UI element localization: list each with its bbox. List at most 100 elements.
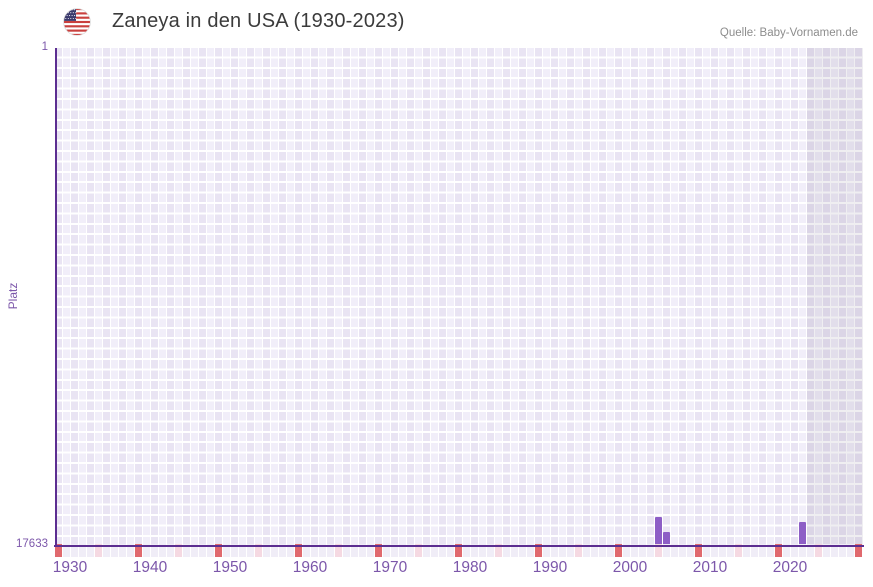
x-tick-label: 1940 — [132, 559, 168, 576]
x-tick-cell-1982 — [471, 543, 479, 557]
x-tick-cell-1990 — [535, 543, 543, 557]
x-tick-cell-1943 — [159, 543, 167, 557]
y-axis-line — [55, 48, 57, 547]
x-tick-cell-1970 — [375, 543, 383, 557]
x-tick-cell-1940 — [135, 543, 143, 557]
x-tick-cell-2013 — [719, 543, 727, 557]
x-tick-cell-2022 — [791, 543, 799, 557]
plot-area — [55, 48, 863, 545]
x-tick-cell-2010 — [695, 543, 703, 557]
x-tick-cell-2018 — [759, 543, 767, 557]
x-tick-label: 2020 — [772, 559, 808, 576]
x-tick-cell-1979 — [447, 543, 455, 557]
x-tick-cell-1937 — [111, 543, 119, 557]
x-tick-cell-1956 — [263, 543, 271, 557]
x-tick-cell-1958 — [279, 543, 287, 557]
x-tick-cell-1949 — [207, 543, 215, 557]
x-tick-label: 1970 — [372, 559, 408, 576]
x-tick-cell-1995 — [575, 543, 583, 557]
x-tick-cell-2025 — [815, 543, 823, 557]
x-tick-cell-1973 — [399, 543, 407, 557]
x-tick-cell-2017 — [751, 543, 759, 557]
x-tick-cell-1996 — [583, 543, 591, 557]
x-tick-cell-1952 — [231, 543, 239, 557]
x-tick-cell-1931 — [63, 543, 71, 557]
x-tick-cell-1945 — [175, 543, 183, 557]
x-tick-cell-2004 — [647, 543, 655, 557]
x-tick-cell-2008 — [679, 543, 687, 557]
x-tick-cell-1948 — [199, 543, 207, 557]
x-tick-cell-1962 — [311, 543, 319, 557]
x-tick-cell-1954 — [247, 543, 255, 557]
x-tick-cell-2028 — [839, 543, 847, 557]
x-tick-cell-1938 — [119, 543, 127, 557]
x-tick-cell-1969 — [367, 543, 375, 557]
x-tick-cell-2016 — [743, 543, 751, 557]
x-tick-cell-1967 — [351, 543, 359, 557]
us-flag-icon — [63, 8, 91, 36]
x-tick-cell-2024 — [807, 543, 815, 557]
x-tick-cell-2020 — [775, 543, 783, 557]
x-tick-cell-1984 — [487, 543, 495, 557]
x-axis-line — [54, 544, 864, 547]
x-tick-cell-1999 — [607, 543, 615, 557]
x-tick-cell-1968 — [359, 543, 367, 557]
x-tick-cell-2030 — [855, 543, 863, 557]
x-tick-cell-1963 — [319, 543, 327, 557]
x-tick-cell-2000 — [615, 543, 623, 557]
x-tick-cell-2005 — [655, 543, 663, 557]
x-tick-cell-1981 — [463, 543, 471, 557]
x-tick-cell-1980 — [455, 543, 463, 557]
x-tick-cell-1994 — [567, 543, 575, 557]
x-tick-cell-2027 — [831, 543, 839, 557]
x-tick-cell-1977 — [431, 543, 439, 557]
x-tick-cell-2001 — [623, 543, 631, 557]
bar-2023 — [799, 522, 807, 545]
x-tick-cell-1932 — [71, 543, 79, 557]
x-tick-cell-2026 — [823, 543, 831, 557]
x-tick-cell-2002 — [631, 543, 639, 557]
x-tick-cell-1965 — [335, 543, 343, 557]
x-tick-cell-1989 — [527, 543, 535, 557]
x-tick-cell-2009 — [687, 543, 695, 557]
y-axis-title: Platz — [6, 282, 20, 310]
x-tick-cell-1974 — [407, 543, 415, 557]
x-tick-cell-1983 — [479, 543, 487, 557]
x-tick-cell-1976 — [423, 543, 431, 557]
x-tick-cell-2014 — [727, 543, 735, 557]
x-tick-cell-1941 — [143, 543, 151, 557]
x-tick-cell-2012 — [711, 543, 719, 557]
x-tick-label: 1950 — [212, 559, 248, 576]
x-tick-label: 1930 — [52, 559, 88, 576]
x-tick-cell-1988 — [519, 543, 527, 557]
x-tick-cell-1939 — [127, 543, 135, 557]
x-tick-cell-1955 — [255, 543, 263, 557]
x-tick-cell-1953 — [239, 543, 247, 557]
x-tick-cell-2021 — [783, 543, 791, 557]
x-tick-cell-1951 — [223, 543, 231, 557]
x-tick-cell-1986 — [503, 543, 511, 557]
x-tick-cell-2015 — [735, 543, 743, 557]
x-tick-cell-1978 — [439, 543, 447, 557]
x-tick-cell-1964 — [327, 543, 335, 557]
x-tick-cell-1966 — [343, 543, 351, 557]
bar-2005 — [655, 516, 663, 545]
x-tick-cell-1959 — [287, 543, 295, 557]
x-tick-cell-2006 — [663, 543, 671, 557]
x-tick-cell-1930 — [55, 543, 63, 557]
x-tick-cell-1997 — [591, 543, 599, 557]
x-tick-cell-2003 — [639, 543, 647, 557]
x-tick-cell-1971 — [383, 543, 391, 557]
x-tick-cell-1993 — [559, 543, 567, 557]
x-tick-cell-1936 — [103, 543, 111, 557]
x-tick-cell-1950 — [215, 543, 223, 557]
x-tick-cell-1942 — [151, 543, 159, 557]
x-tick-cell-1934 — [87, 543, 95, 557]
x-tick-cell-1972 — [391, 543, 399, 557]
x-tick-label: 1960 — [292, 559, 328, 576]
x-tick-cell-2007 — [671, 543, 679, 557]
bar-2006 — [663, 531, 671, 545]
x-tick-cell-1946 — [183, 543, 191, 557]
no-data-region — [807, 48, 863, 545]
